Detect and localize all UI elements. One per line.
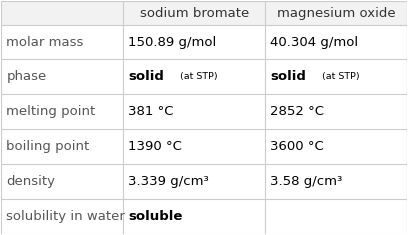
Text: (at STP): (at STP) (316, 72, 359, 81)
Text: 3600 °C: 3600 °C (270, 140, 324, 153)
Bar (1, 25, 407, 59)
Bar (1, 164, 407, 199)
Text: 381 °C: 381 °C (128, 105, 173, 118)
Bar (1, 94, 407, 129)
Text: boiling point: boiling point (6, 140, 89, 153)
Text: soluble: soluble (128, 210, 183, 223)
Bar (1, 199, 407, 234)
Bar (1, 1, 407, 25)
Text: (at STP): (at STP) (173, 72, 217, 81)
Text: magnesium oxide: magnesium oxide (277, 7, 396, 20)
Text: 1390 °C: 1390 °C (128, 140, 182, 153)
Text: 2852 °C: 2852 °C (270, 105, 324, 118)
Bar (1, 59, 407, 94)
Text: melting point: melting point (6, 105, 96, 118)
Text: 3.58 g/cm³: 3.58 g/cm³ (270, 175, 342, 188)
Text: solubility in water: solubility in water (6, 210, 125, 223)
Text: sodium bromate: sodium bromate (140, 7, 249, 20)
Text: density: density (6, 175, 55, 188)
Text: 3.339 g/cm³: 3.339 g/cm³ (128, 175, 209, 188)
Bar (1, 129, 407, 164)
Text: 40.304 g/mol: 40.304 g/mol (270, 35, 358, 49)
Text: phase: phase (6, 70, 47, 83)
Text: molar mass: molar mass (6, 35, 84, 49)
Text: solid: solid (270, 70, 306, 83)
Text: solid: solid (128, 70, 164, 83)
Text: 150.89 g/mol: 150.89 g/mol (128, 35, 216, 49)
